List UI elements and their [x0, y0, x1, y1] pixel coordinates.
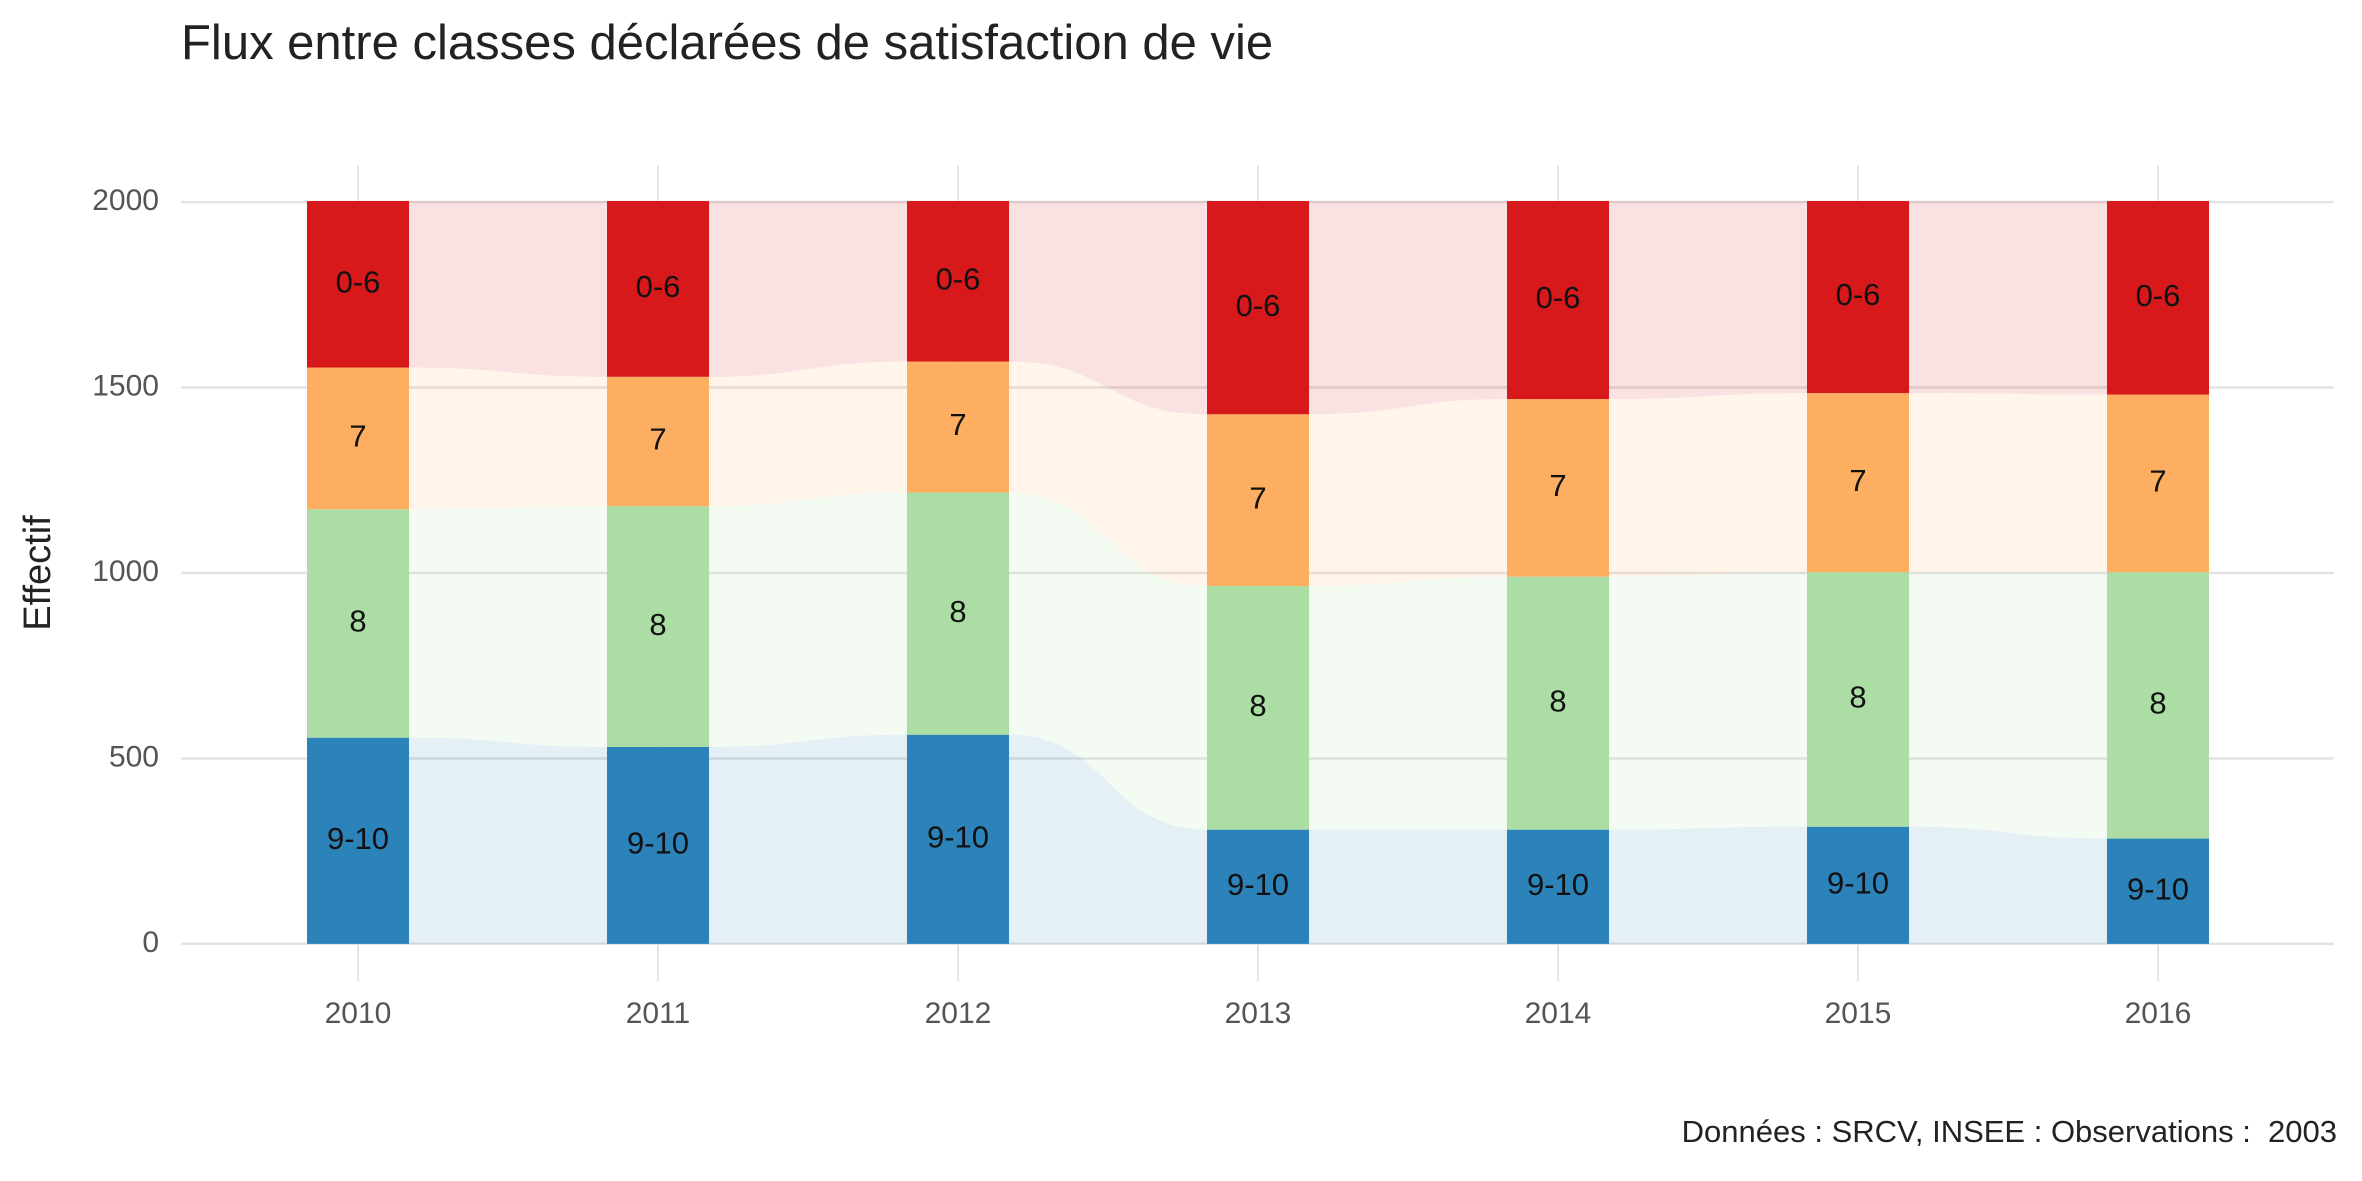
bar-segment — [607, 506, 709, 747]
flow — [409, 367, 607, 510]
bar-segment — [1507, 399, 1609, 577]
segment-label: 0-6 — [1836, 277, 1881, 312]
segment-label: 9-10 — [1527, 867, 1589, 902]
segment-label: 0-6 — [1236, 288, 1281, 323]
flow — [709, 734, 907, 944]
flow — [1909, 826, 2107, 944]
x-tick-label: 2015 — [1825, 997, 1892, 1030]
bar-segment — [2107, 572, 2209, 839]
bar-segment — [1507, 576, 1609, 830]
caption: Données : SRCV, INSEE : Observations : 2… — [1682, 1114, 2337, 1149]
bar-segment — [307, 200, 409, 368]
flow — [1909, 200, 2107, 395]
bar-segment — [907, 200, 1009, 362]
segment-label: 8 — [1549, 683, 1566, 718]
segment-label: 7 — [949, 407, 966, 442]
x-tick-label: 2012 — [925, 997, 992, 1030]
bar-segment — [1807, 200, 1909, 394]
flow — [1909, 572, 2107, 839]
segment-label: 8 — [2149, 686, 2166, 721]
y-tick-label: 500 — [109, 740, 159, 773]
segment-label: 8 — [349, 604, 366, 639]
segment-label: 9-10 — [2127, 871, 2189, 906]
bar-segment — [1207, 585, 1309, 830]
y-tick-label: 1000 — [92, 555, 159, 588]
flow — [1609, 572, 1807, 830]
bar-segment — [307, 367, 409, 510]
bar-segment — [307, 737, 409, 944]
bar-segment — [607, 200, 709, 377]
bar-segment — [1807, 572, 1909, 827]
flow — [1009, 200, 1207, 415]
bar-segment — [1507, 200, 1609, 400]
flow — [1609, 200, 1807, 400]
segment-label: 0-6 — [336, 264, 381, 299]
bar-segment — [2107, 200, 2209, 395]
x-tick-label: 2016 — [2125, 997, 2192, 1030]
segment-label: 0-6 — [1536, 280, 1581, 315]
segment-label: 7 — [649, 422, 666, 457]
bar-segment — [907, 361, 1009, 493]
flow — [1309, 399, 1507, 586]
flow — [1309, 576, 1507, 830]
bar-segment — [1807, 393, 1909, 573]
bar-segment — [607, 376, 709, 507]
segment-label: 7 — [1849, 463, 1866, 498]
y-tick-label: 2000 — [92, 184, 159, 217]
bar-segment — [607, 746, 709, 944]
bar-segment — [907, 734, 1009, 944]
flow — [1609, 393, 1807, 577]
segment-label: 7 — [349, 419, 366, 454]
segment-label: 8 — [649, 607, 666, 642]
x-tick-label: 2010 — [325, 997, 392, 1030]
bar-segment — [2107, 838, 2209, 944]
flow — [409, 737, 607, 944]
flow — [409, 200, 607, 377]
segment-label: 8 — [949, 594, 966, 629]
x-tick-label: 2011 — [626, 997, 691, 1030]
segment-label: 0-6 — [936, 261, 981, 296]
flow — [1309, 829, 1507, 944]
bar-segment — [907, 492, 1009, 735]
y-tick-label: 1500 — [92, 369, 159, 402]
flow — [709, 200, 907, 377]
bar-segment — [1207, 829, 1309, 944]
segment-label: 0-6 — [2136, 278, 2181, 313]
bar-segment — [1207, 200, 1309, 415]
bar-segment — [2107, 394, 2209, 573]
flow — [709, 492, 907, 747]
x-tick-label: 2013 — [1225, 997, 1292, 1030]
bar-segment — [1507, 829, 1609, 944]
y-axis-label: Effectif — [17, 515, 59, 631]
bar-segment — [307, 509, 409, 738]
flow — [709, 361, 907, 507]
flow — [1609, 826, 1807, 944]
flow — [1909, 393, 2107, 573]
flow — [1009, 361, 1207, 586]
bar-segment — [1207, 414, 1309, 586]
segment-label: 9-10 — [627, 826, 689, 861]
segment-label: 8 — [1849, 680, 1866, 715]
segment-label: 9-10 — [1827, 865, 1889, 900]
y-tick-label: 0 — [142, 926, 159, 959]
flow — [409, 506, 607, 747]
segment-label: 9-10 — [927, 820, 989, 855]
segment-label: 9-10 — [327, 821, 389, 856]
flow — [1309, 200, 1507, 415]
segment-label: 7 — [1549, 468, 1566, 503]
bar-segment — [1807, 826, 1909, 944]
segment-label: 9-10 — [1227, 867, 1289, 902]
flow — [1009, 492, 1207, 830]
segment-label: 7 — [1249, 480, 1266, 515]
segment-label: 7 — [2149, 464, 2166, 499]
flow — [1009, 734, 1207, 944]
chart-title: Flux entre classes déclarées de satisfac… — [181, 16, 1273, 70]
segment-label: 8 — [1249, 688, 1266, 723]
x-tick-label: 2014 — [1525, 997, 1592, 1030]
segment-label: 0-6 — [636, 269, 681, 304]
